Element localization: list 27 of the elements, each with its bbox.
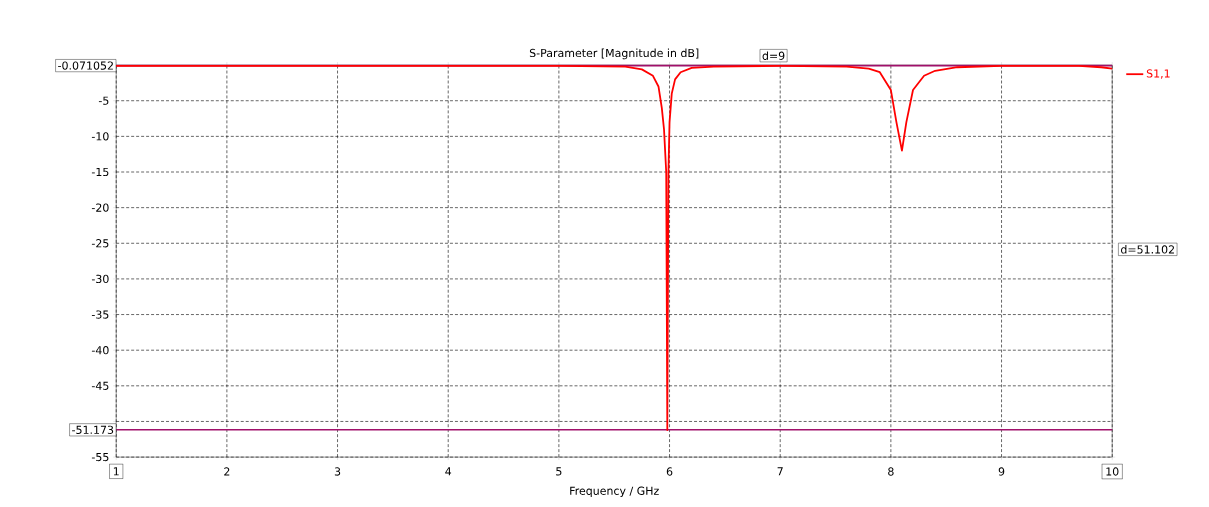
x-tick-label: 4 <box>445 467 452 476</box>
text: d=51.102 <box>1121 245 1174 254</box>
x-tick-label: 7 <box>777 467 783 476</box>
y-tick-label: -10 <box>91 132 109 141</box>
y-tick-label: -55 <box>91 453 109 462</box>
y-tick-label: -25 <box>91 239 109 248</box>
x-tick-label: 9 <box>998 467 1005 476</box>
x-tick-label: 2 <box>224 467 230 476</box>
x-tick-label: 6 <box>666 467 673 476</box>
legend-label: S1,1 <box>1146 69 1170 79</box>
y-tick-label: -30 <box>91 274 109 284</box>
y-tick-label: -15 <box>91 167 109 177</box>
chart-title: S-Parameter [Magnitude in dB] <box>529 48 699 60</box>
x-tick-label: 3 <box>334 467 341 476</box>
ref-line-label: -51.173 <box>72 425 114 434</box>
x-tick-label: 1 <box>113 467 119 476</box>
y-tick-label: -40 <box>91 346 109 355</box>
x-tick-label: 10 <box>1106 467 1119 476</box>
y-tick-label: -45 <box>91 381 109 390</box>
y-tick-label: -35 <box>91 310 109 319</box>
x-axis-title: Frequency / GHz <box>570 486 659 498</box>
text: d=9 <box>762 51 785 60</box>
y-tick-label: -20 <box>91 203 109 212</box>
x-tick-label: 8 <box>888 467 894 476</box>
y-tick-label: -5 <box>98 96 109 105</box>
ref-line-label: -0.071052 <box>58 61 113 70</box>
x-tick-label: 5 <box>556 467 562 476</box>
